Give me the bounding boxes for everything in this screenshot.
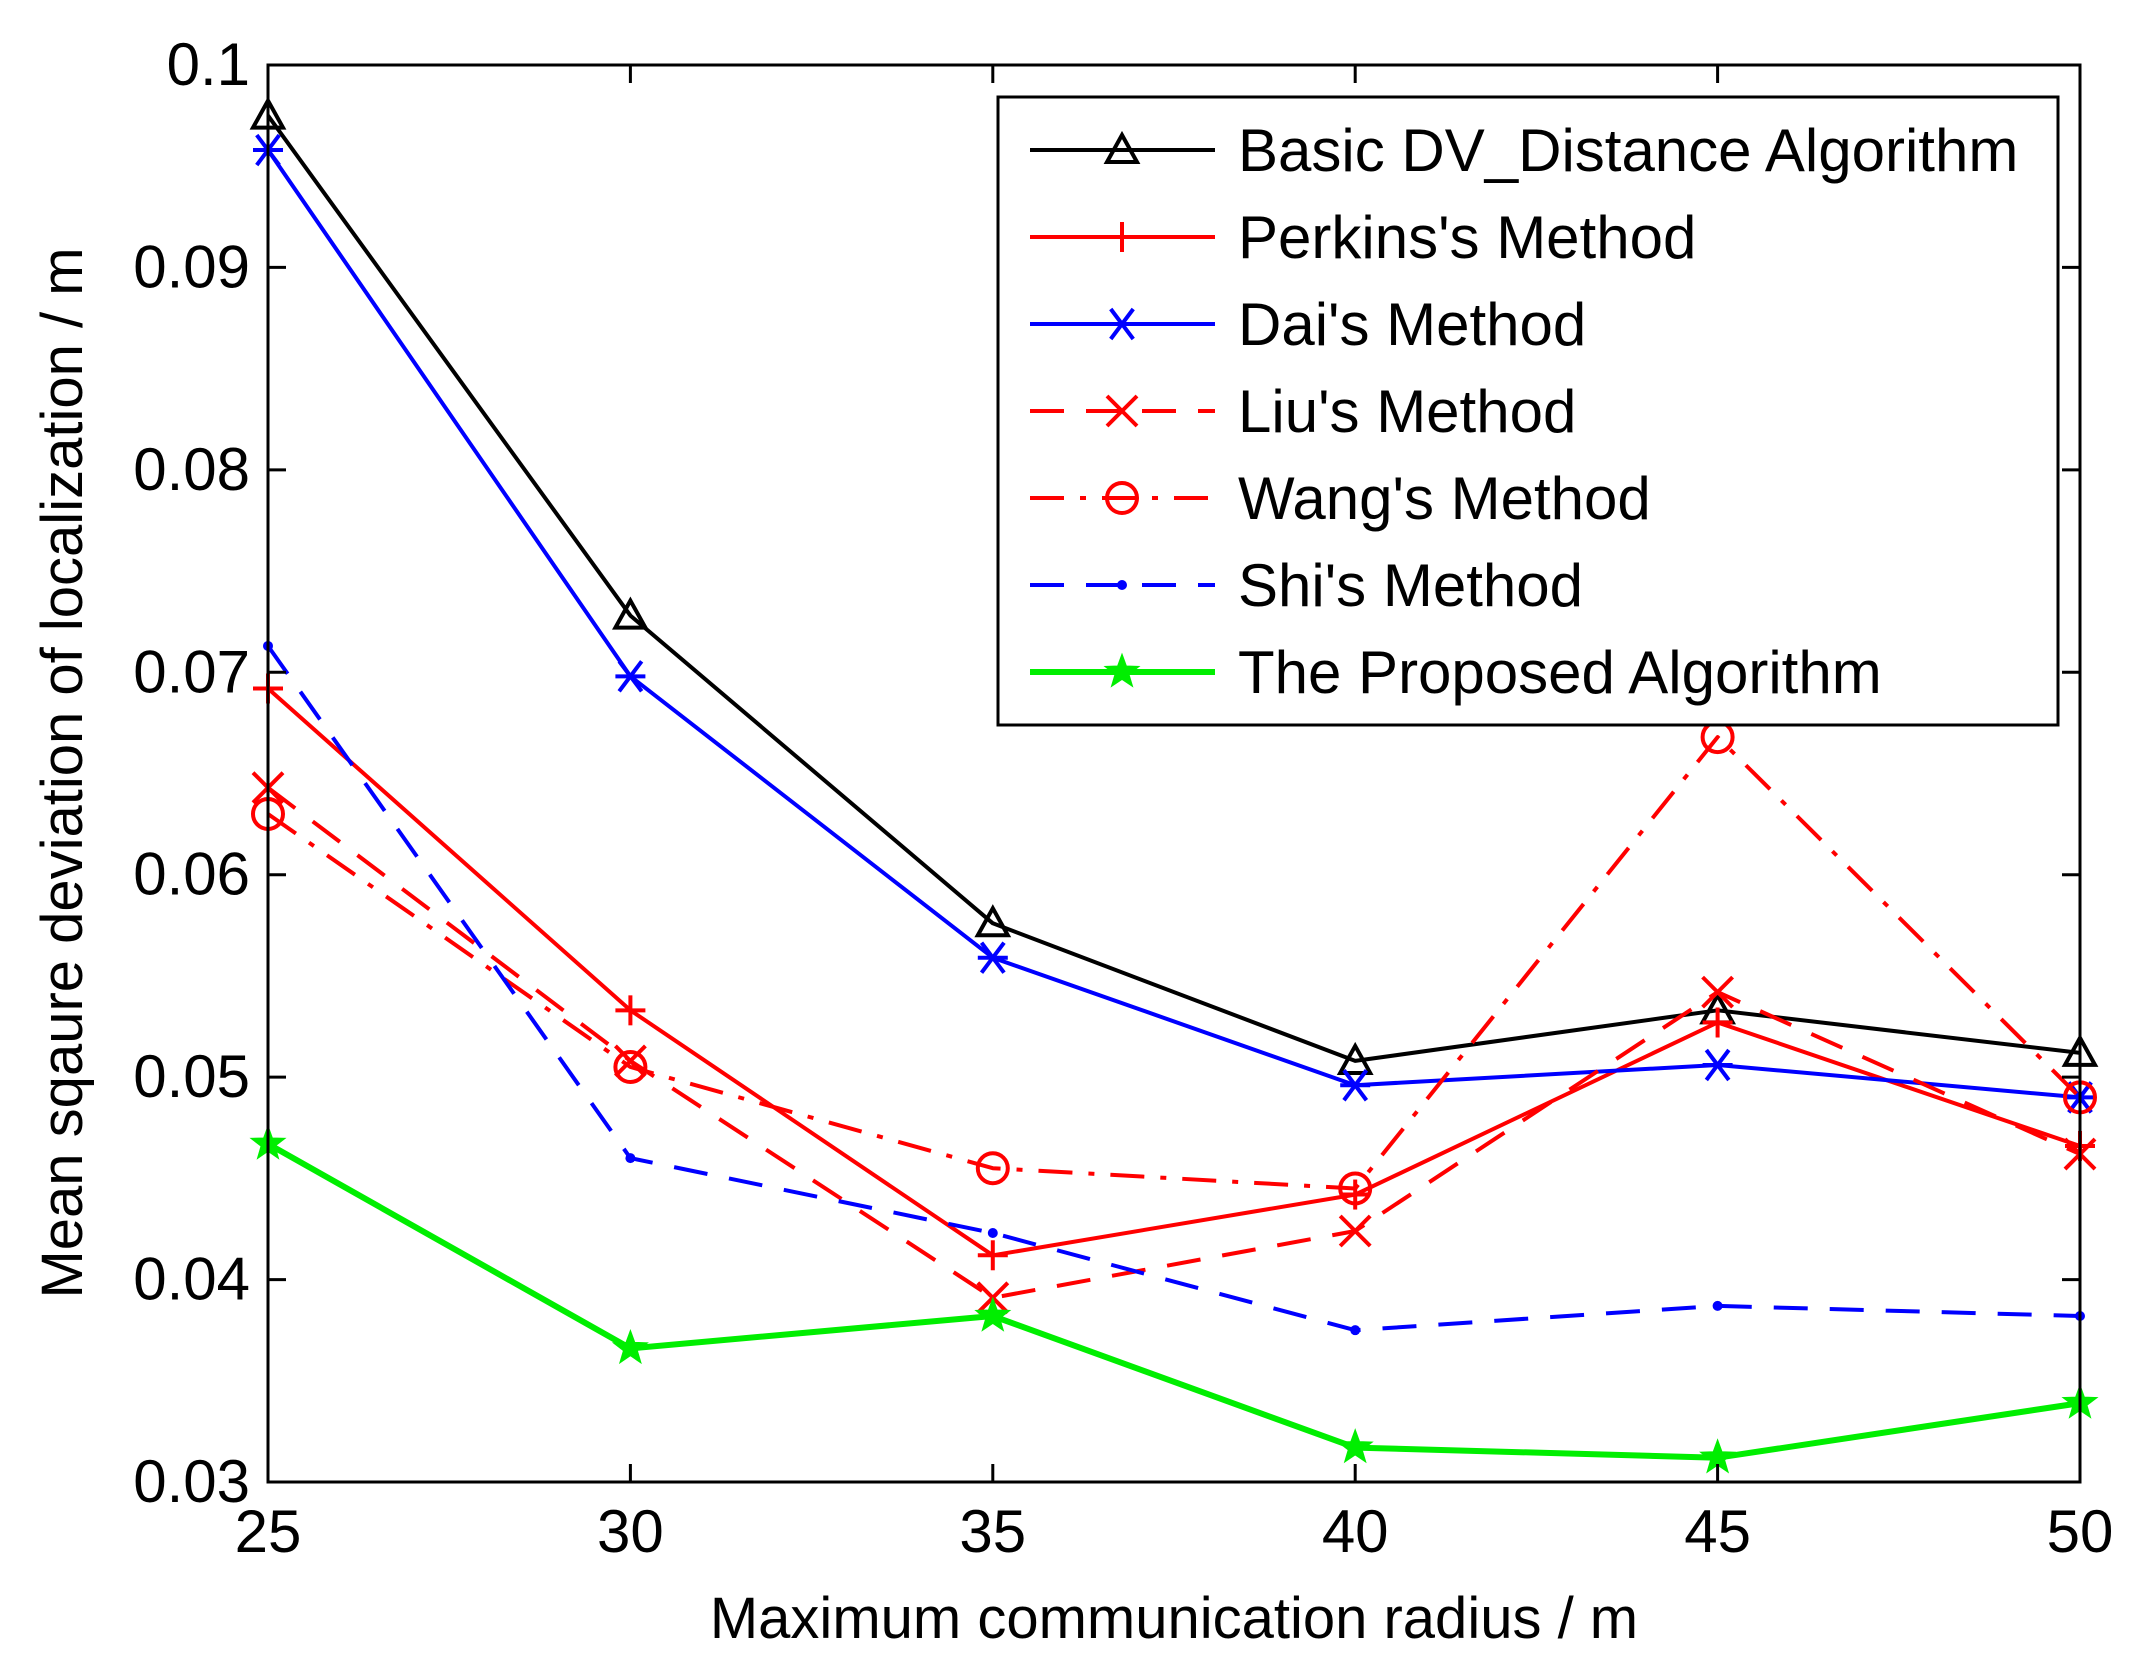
y-tick-label-0: 0.03 — [133, 1448, 250, 1515]
legend-label-4: Wang's Method — [1238, 465, 1651, 532]
data-point-0-1-shape — [612, 596, 649, 630]
legend-label-5: Shi's Method — [1238, 552, 1583, 619]
legend-label-1: Perkins's Method — [1238, 204, 1696, 271]
x-axis-label: Maximum communication radius / m — [710, 1586, 1638, 1651]
data-point-5-2 — [987, 1228, 998, 1239]
legend-marker-4 — [1105, 481, 1139, 515]
y-tick-label-7: 0.1 — [167, 31, 250, 98]
legend-item-2: Dai's Method — [1030, 291, 1586, 358]
data-point-3-1-d2 — [613, 1044, 647, 1078]
x-tick-label-30: 30 — [597, 1498, 664, 1565]
data-point-1-2 — [977, 1240, 1008, 1271]
legend-marker-2 — [1107, 307, 1137, 341]
data-point-3-4-d2 — [1701, 975, 1735, 1009]
series-line-1 — [266, 687, 2081, 1258]
x-tick-label-45: 45 — [1684, 1498, 1751, 1565]
ticks-layer: 25 30 35 40 45 50 0.03 0.04 0.05 0.06 0.07 0.08 0.09… — [133, 31, 2113, 1565]
data-point-2-4-d2 — [1704, 1048, 1731, 1082]
legend-item-1: Perkins's Method — [1030, 204, 1696, 271]
data-point-4-1 — [613, 1050, 648, 1085]
legend-label-6: The Proposed Algorithm — [1238, 639, 1882, 706]
x-tick-label-40: 40 — [1322, 1498, 1389, 1565]
data-point-5-1 — [625, 1153, 636, 1164]
data-point-0-3 — [1336, 1041, 1374, 1075]
data-point-4-3-shape — [1338, 1171, 1373, 1206]
legend-marker-6-shape — [1103, 652, 1141, 688]
data-point-4-3 — [1338, 1171, 1373, 1206]
legend-marker-5-shape — [1117, 580, 1127, 590]
legend-item-6: The Proposed Algorithm — [1030, 639, 1882, 706]
legend-label-3: Liu's Method — [1238, 378, 1576, 445]
data-point-6-1-shape — [611, 1328, 649, 1365]
legend-marker-4-shape — [1105, 481, 1139, 515]
data-point-4-1-shape — [613, 1050, 648, 1085]
axes-box — [266, 63, 2082, 1484]
series-line-2 — [266, 148, 2081, 1100]
series-line-3 — [266, 786, 2081, 1300]
legend-marker-1 — [1107, 222, 1137, 252]
data-point-6-2 — [974, 1296, 1012, 1332]
series-line-5 — [266, 644, 2081, 1333]
legend-marker-3-d2 — [1105, 394, 1139, 428]
legend-marker-5 — [1117, 580, 1127, 590]
y-tick-label-5: 0.08 — [133, 436, 250, 503]
data-point-5-3 — [1350, 1325, 1361, 1336]
data-point-6-3 — [1336, 1428, 1374, 1464]
data-point-2-3-d2 — [1342, 1069, 1369, 1102]
y-tick-label-4: 0.07 — [133, 638, 250, 705]
legend-item-4: Wang's Method — [1030, 465, 1651, 532]
legend-item-3: Liu's Method — [1030, 378, 1576, 445]
data-point-0-2 — [974, 904, 1012, 938]
legend-marker-0-shape — [1103, 130, 1141, 164]
data-point-2-1 — [615, 660, 646, 693]
series-3 — [251, 771, 2097, 1315]
data-point-4-2-shape — [975, 1151, 1010, 1186]
legend: Basic DV_Distance Algorithm Perkins's Met… — [996, 95, 2060, 727]
legend-marker-3 — [1105, 394, 1139, 428]
legend-item-0: Basic DV_Distance Algorithm — [1030, 117, 2018, 184]
data-point-4-2 — [975, 1151, 1010, 1186]
x-tick-label-35: 35 — [959, 1498, 1026, 1565]
series-line-6 — [266, 1141, 2081, 1461]
data-point-0-2-shape — [974, 904, 1012, 938]
legend-marker-6 — [1103, 652, 1141, 688]
legend-marker-2-d2 — [1109, 307, 1135, 341]
y-tick-label-3: 0.06 — [133, 841, 250, 908]
x-tick-label-25: 25 — [235, 1498, 302, 1565]
data-point-5-4 — [1712, 1300, 1723, 1311]
y-tick-label-6: 0.09 — [133, 233, 250, 300]
data-point-2-3 — [1340, 1069, 1371, 1102]
y-axis-label: Mean sqaure deviation of localization / … — [30, 247, 95, 1298]
data-point-0-1 — [612, 596, 649, 630]
y-tick-label-1: 0.04 — [133, 1246, 250, 1313]
data-point-5-4-shape — [1712, 1300, 1723, 1311]
data-point-3-4 — [1701, 975, 1735, 1009]
data-point-5-3-shape — [1350, 1325, 1361, 1336]
data-point-6-1 — [611, 1328, 649, 1365]
data-point-0-3-shape — [1336, 1041, 1374, 1075]
legend-marker-0 — [1103, 130, 1141, 164]
data-point-3-3-d2 — [1338, 1214, 1372, 1248]
y-tick-label-2: 0.05 — [133, 1043, 250, 1110]
data-point-6-3-shape — [1336, 1428, 1374, 1464]
data-point-2-1-d2 — [617, 660, 644, 693]
data-point-1-4 — [1702, 1007, 1733, 1038]
data-point-1-1 — [615, 995, 646, 1026]
legend-label-0: Basic DV_Distance Algorithm — [1238, 117, 2018, 184]
data-point-2-4 — [1702, 1048, 1733, 1082]
data-point-6-2-shape — [974, 1296, 1012, 1332]
data-point-2-2-d2 — [979, 941, 1006, 974]
legend-label-2: Dai's Method — [1238, 291, 1586, 358]
legend-item-5: Shi's Method — [1030, 552, 1583, 619]
data-point-2-2 — [977, 941, 1008, 974]
data-point-5-1-shape — [625, 1153, 636, 1164]
series-line-4 — [266, 735, 2082, 1191]
data-point-5-2-shape — [987, 1228, 998, 1239]
x-tick-label-50: 50 — [2047, 1498, 2114, 1565]
data-point-3-3 — [1338, 1214, 1372, 1248]
